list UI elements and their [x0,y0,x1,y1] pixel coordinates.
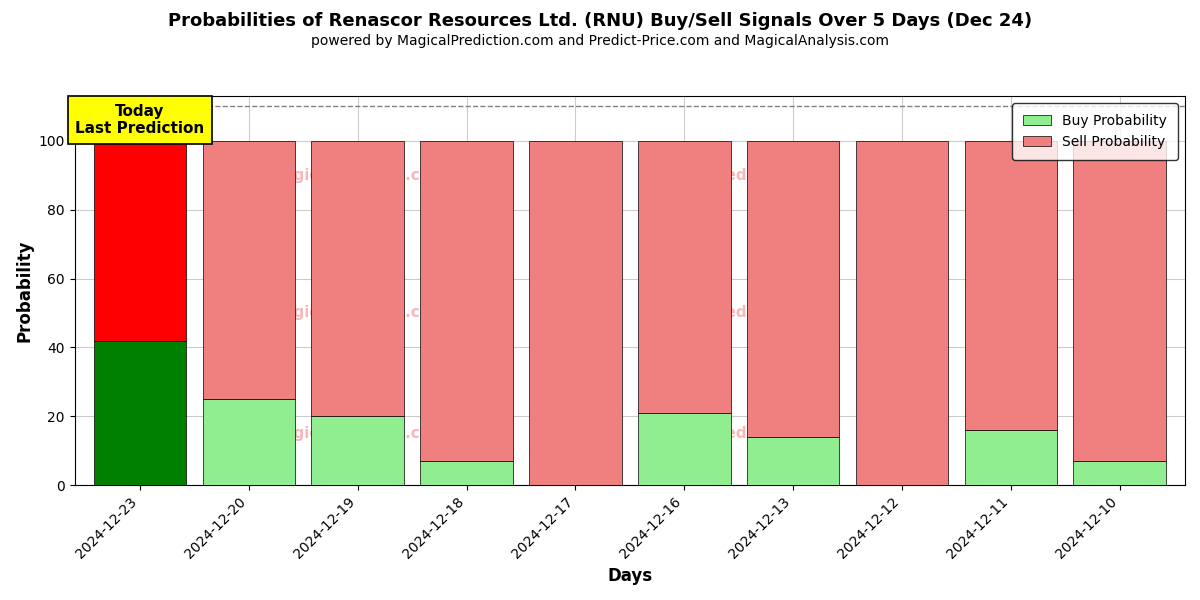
Bar [965,141,1057,430]
Bar [203,399,295,485]
Bar [203,141,295,399]
Text: MagicalAnalysis.com: MagicalAnalysis.com [269,168,446,183]
Bar [312,416,404,485]
Bar [856,141,948,485]
Text: MagicalAnalysis.com: MagicalAnalysis.com [269,426,446,441]
Text: MagicalAnalysis.com: MagicalAnalysis.com [269,305,446,320]
Text: Today
Last Prediction: Today Last Prediction [76,104,204,136]
Y-axis label: Probability: Probability [16,239,34,342]
Text: MagicalPrediction.com: MagicalPrediction.com [642,305,836,320]
Bar [638,141,731,413]
X-axis label: Days: Days [607,567,653,585]
Bar [94,141,186,341]
Text: MagicalPrediction.com: MagicalPrediction.com [642,426,836,441]
Bar [312,141,404,416]
Bar [1074,461,1166,485]
Text: powered by MagicalPrediction.com and Predict-Price.com and MagicalAnalysis.com: powered by MagicalPrediction.com and Pre… [311,34,889,48]
Bar [746,437,839,485]
Bar [965,430,1057,485]
Bar [746,141,839,437]
Text: MagicalPrediction.com: MagicalPrediction.com [642,168,836,183]
Bar [420,461,512,485]
Bar [420,141,512,461]
Bar [638,413,731,485]
Text: Probabilities of Renascor Resources Ltd. (RNU) Buy/Sell Signals Over 5 Days (Dec: Probabilities of Renascor Resources Ltd.… [168,12,1032,30]
Bar [94,341,186,485]
Bar [529,141,622,485]
Legend: Buy Probability, Sell Probability: Buy Probability, Sell Probability [1012,103,1178,160]
Bar [1074,141,1166,461]
